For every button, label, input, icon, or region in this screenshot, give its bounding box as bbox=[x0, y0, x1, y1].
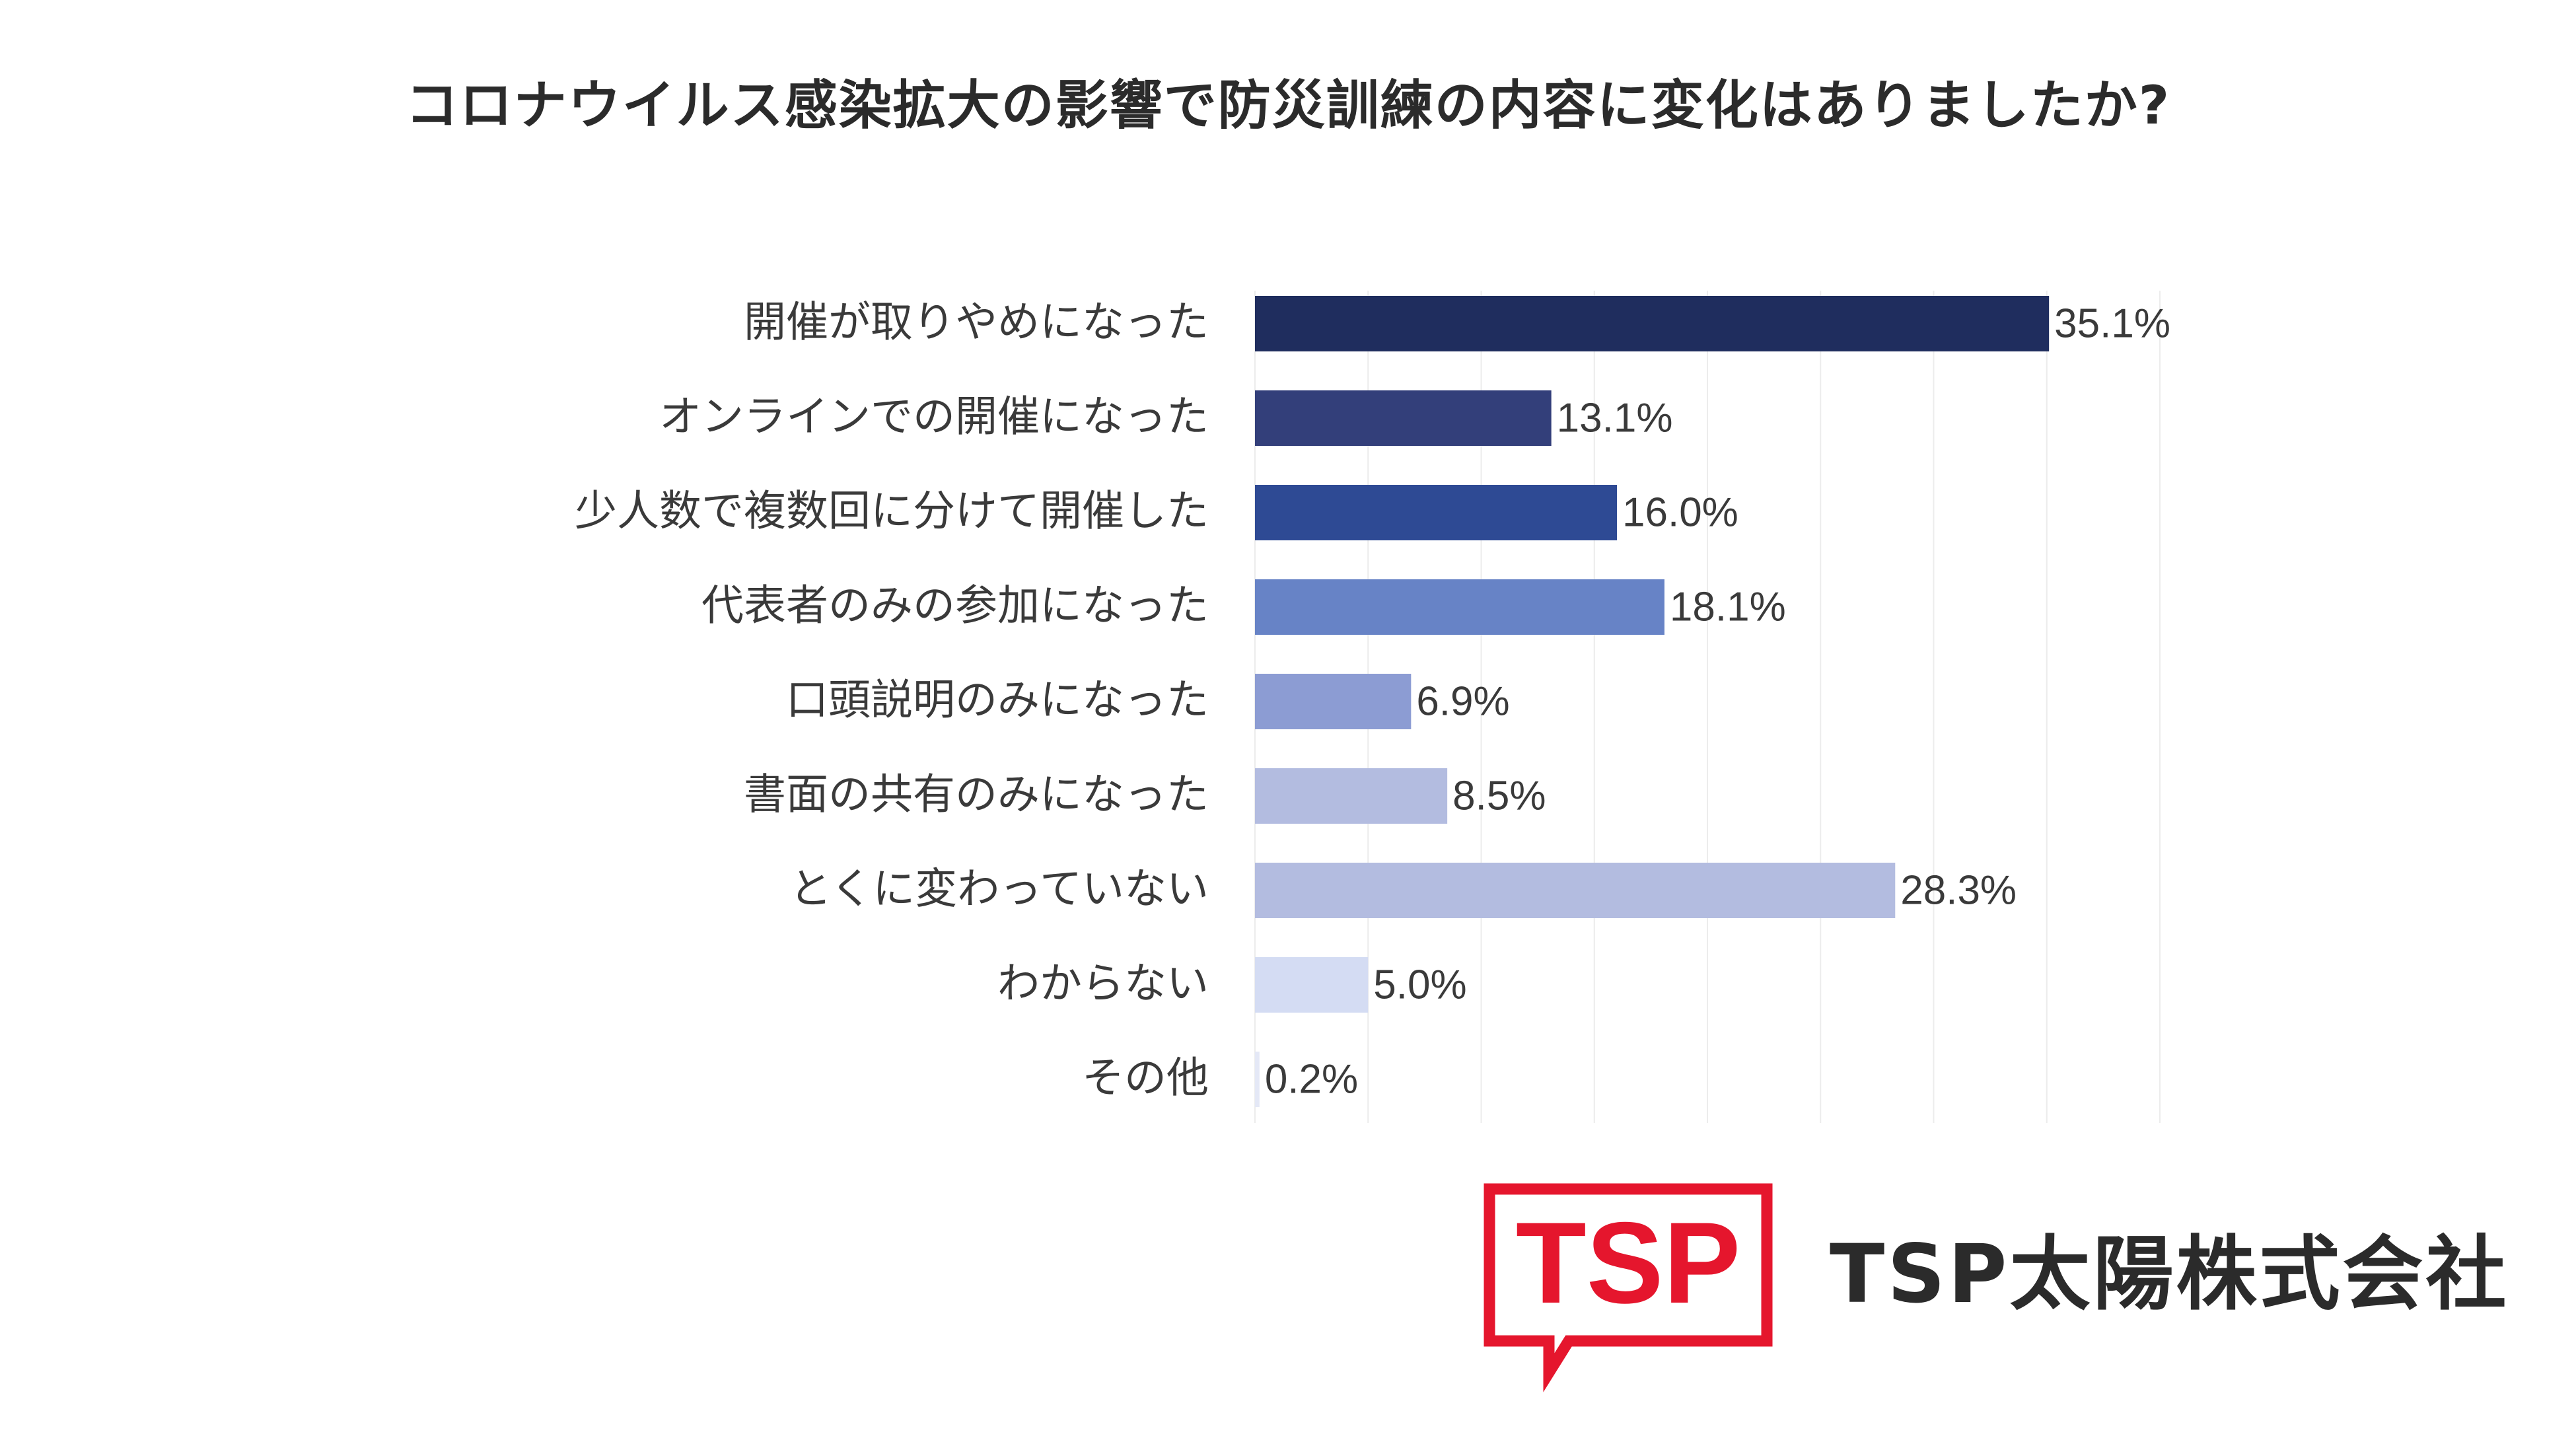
speech-bubble-icon bbox=[1484, 1183, 1773, 1392]
category-label: 書面の共有のみになった bbox=[744, 771, 1209, 820]
value-label: 0.2% bbox=[1265, 1056, 1358, 1102]
bar bbox=[1255, 1052, 1260, 1107]
bar bbox=[1255, 579, 1664, 635]
category-label: とくに変わっていない bbox=[789, 865, 1209, 914]
value-label: 13.1% bbox=[1557, 395, 1673, 441]
value-label: 18.1% bbox=[1670, 584, 1786, 630]
category-label: 少人数で複数回に分けて開催した bbox=[575, 487, 1209, 536]
labels: 開催が取りやめになった 35.1% オンラインでの開催になった 13.1% 少人数で複数… bbox=[575, 299, 2170, 1103]
value-label: 16.0% bbox=[1622, 489, 1738, 535]
category-label: 口頭説明のみになった bbox=[786, 676, 1209, 725]
bar bbox=[1255, 485, 1617, 540]
bar bbox=[1255, 674, 1412, 729]
bar bbox=[1255, 863, 1896, 918]
tsp-logo: TSP bbox=[1484, 1183, 1773, 1392]
bar bbox=[1255, 390, 1552, 446]
bars bbox=[1255, 296, 2050, 1107]
value-label: 28.3% bbox=[1900, 867, 2017, 913]
category-label: 代表者のみの参加になった bbox=[701, 582, 1209, 631]
bar bbox=[1255, 768, 1448, 824]
bar bbox=[1255, 957, 1369, 1013]
bar bbox=[1255, 296, 2050, 351]
category-label: 開催が取りやめになった bbox=[744, 299, 1209, 347]
logo-text: TSP bbox=[1516, 1199, 1740, 1328]
value-label: 5.0% bbox=[1373, 962, 1466, 1007]
value-label: 35.1% bbox=[2054, 301, 2170, 346]
value-label: 8.5% bbox=[1452, 773, 1546, 818]
category-label: その他 bbox=[1082, 1054, 1209, 1103]
category-label: わからない bbox=[997, 960, 1209, 1009]
company-name: TSP太陽株式会社 bbox=[1830, 1227, 2509, 1321]
value-label: 6.9% bbox=[1416, 678, 1509, 724]
category-label: オンラインでの開催になった bbox=[659, 393, 1209, 442]
chart-title: コロナウイルス感染拡大の影響で防災訓練の内容に変化はありましたか? bbox=[405, 75, 2171, 136]
